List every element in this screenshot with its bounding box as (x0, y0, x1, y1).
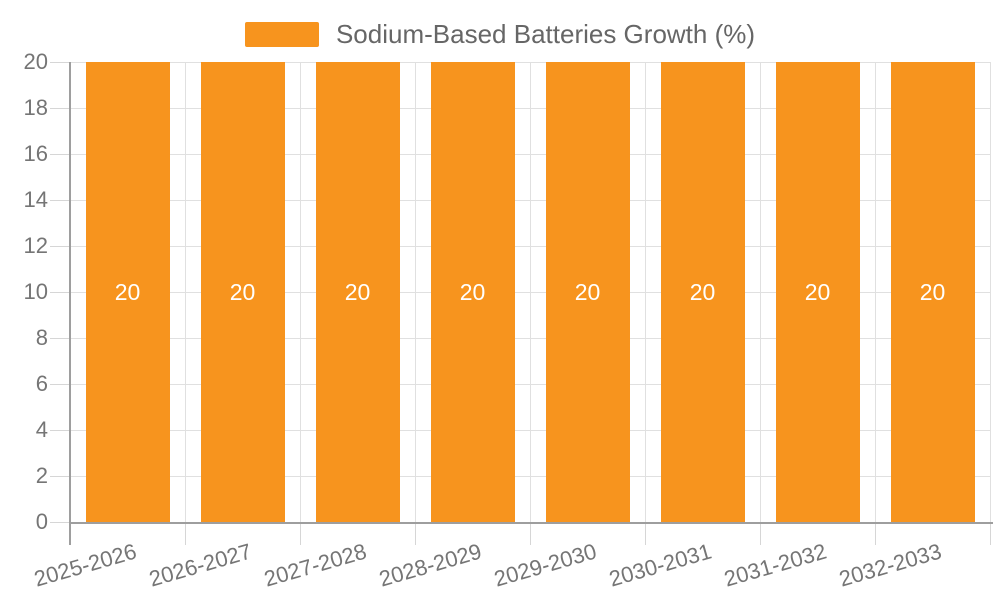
bar[interactable]: 20 (315, 62, 400, 522)
y-axis-tick (50, 338, 70, 339)
x-axis-tick (645, 523, 646, 545)
y-axis-label: 12 (23, 233, 48, 258)
y-axis-label: 8 (35, 325, 48, 350)
bar-value-label: 20 (459, 278, 486, 305)
y-axis-label: 14 (23, 187, 48, 212)
bar[interactable]: 20 (85, 62, 170, 522)
bar[interactable]: 20 (545, 62, 630, 522)
x-axis-tick (69, 523, 71, 545)
y-axis-tick (50, 384, 70, 385)
gridline-vertical (185, 62, 186, 522)
bar[interactable]: 20 (430, 62, 515, 522)
gridline-vertical (415, 62, 416, 522)
bar-value-label: 20 (229, 278, 256, 305)
bar[interactable]: 20 (890, 62, 975, 522)
bar-value-label: 20 (344, 278, 371, 305)
gridline-vertical (530, 62, 531, 522)
y-axis-tick (50, 108, 70, 109)
y-axis-tick (50, 292, 70, 293)
bar[interactable]: 20 (660, 62, 745, 522)
y-axis-tick (50, 154, 70, 155)
legend[interactable]: Sodium-Based Batteries Growth (%) (0, 20, 1000, 48)
x-axis-tick (990, 523, 991, 545)
bar-value-label: 20 (114, 278, 141, 305)
x-axis-tick (415, 523, 416, 545)
gridline-vertical (300, 62, 301, 522)
bar[interactable]: 20 (200, 62, 285, 522)
bar-value-label: 20 (804, 278, 831, 305)
y-axis-tick (50, 200, 70, 201)
y-axis-tick (50, 62, 70, 63)
y-axis-label: 2 (35, 463, 48, 488)
legend-swatch (244, 21, 319, 47)
gridline-vertical (645, 62, 646, 522)
bar-value-label: 20 (919, 278, 946, 305)
y-axis-tick (50, 476, 70, 477)
x-axis-tick (300, 523, 301, 545)
y-axis-label: 10 (23, 279, 48, 304)
y-axis-tick (50, 522, 70, 523)
gridline-vertical (875, 62, 876, 522)
bar-value-label: 20 (574, 278, 601, 305)
y-axis-label: 4 (35, 417, 48, 442)
x-axis-tick (530, 523, 531, 545)
bar-value-label: 20 (689, 278, 716, 305)
x-axis-tick (185, 523, 186, 545)
y-axis-label: 16 (23, 141, 48, 166)
legend-label: Sodium-Based Batteries Growth (%) (335, 19, 756, 49)
x-axis-line (69, 522, 993, 524)
y-axis-label: 18 (23, 95, 48, 120)
gridline-vertical (760, 62, 761, 522)
y-axis-label: 6 (35, 371, 48, 396)
y-axis-tick (50, 430, 70, 431)
y-axis-tick (50, 246, 70, 247)
x-axis-tick (760, 523, 761, 545)
y-axis-label: 0 (35, 509, 48, 534)
gridline-vertical (990, 62, 991, 522)
y-axis-label: 20 (23, 49, 48, 74)
y-axis-line (69, 62, 71, 524)
x-axis-tick (875, 523, 876, 545)
bar[interactable]: 20 (775, 62, 860, 522)
